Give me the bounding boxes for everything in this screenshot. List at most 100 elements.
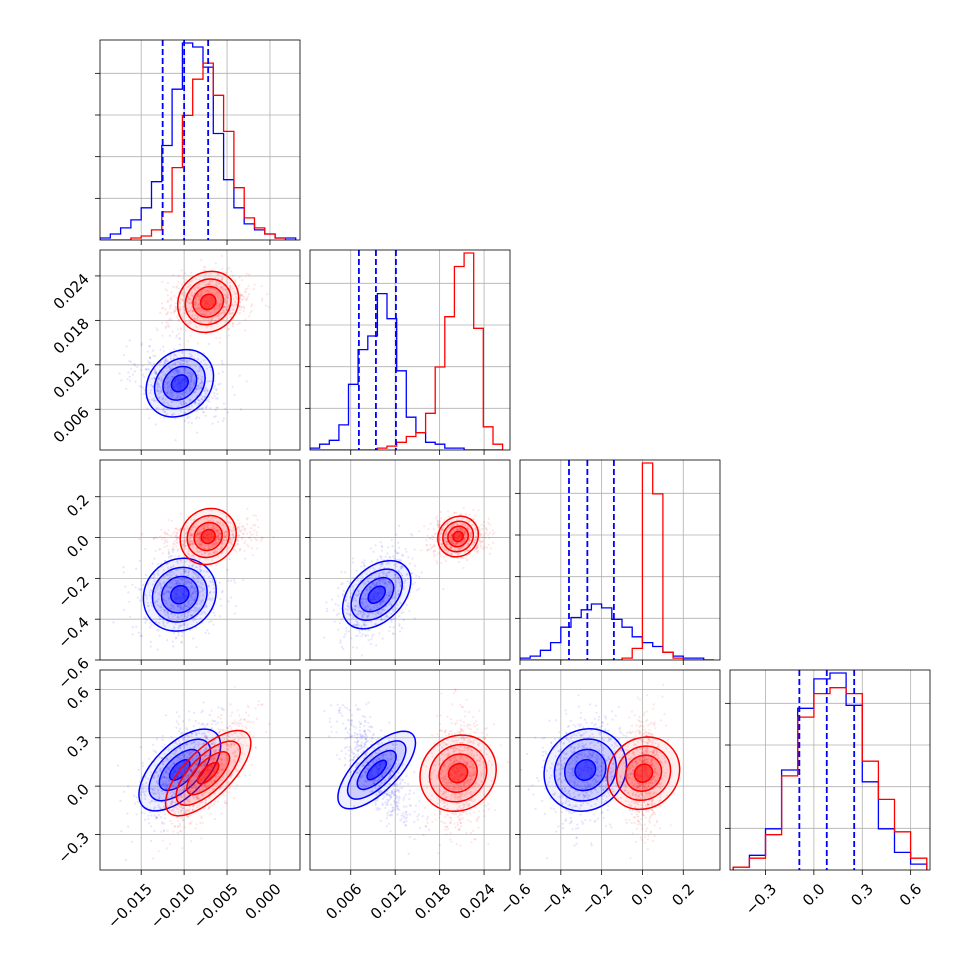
sample-point xyxy=(194,720,197,723)
sample-point xyxy=(450,538,453,541)
sample-point xyxy=(344,571,347,574)
sample-point xyxy=(168,365,171,368)
sample-point xyxy=(475,548,478,551)
sample-point xyxy=(238,522,241,525)
sample-point xyxy=(208,584,211,588)
sample-point xyxy=(144,794,147,797)
sample-point xyxy=(232,528,235,531)
sample-point xyxy=(161,409,165,412)
sample-point xyxy=(169,367,172,370)
sample-point xyxy=(226,268,229,271)
sample-point xyxy=(242,305,245,308)
sample-point xyxy=(382,572,385,576)
sample-point xyxy=(147,367,150,371)
sample-point xyxy=(218,538,221,541)
sample-point xyxy=(219,286,222,289)
sample-point xyxy=(362,611,365,614)
sample-point xyxy=(183,578,186,581)
sample-point xyxy=(193,317,196,320)
sample-point xyxy=(202,570,205,573)
sample-point xyxy=(196,532,200,536)
sample-point xyxy=(461,523,464,526)
sample-point xyxy=(155,382,158,386)
sample-point xyxy=(401,554,404,557)
sample-point xyxy=(158,796,161,799)
sample-point xyxy=(199,569,202,572)
sample-point xyxy=(207,594,210,597)
sample-point xyxy=(204,746,208,749)
sample-point xyxy=(397,578,400,581)
sample-point xyxy=(443,548,446,551)
sample-point xyxy=(183,570,186,574)
sample-point xyxy=(153,400,156,403)
sample-point xyxy=(178,554,181,558)
sample-point xyxy=(189,582,192,585)
sample-point xyxy=(195,314,198,317)
sample-point xyxy=(332,609,335,612)
sample-point xyxy=(148,822,151,825)
sample-point xyxy=(211,742,214,746)
sample-point xyxy=(237,519,240,522)
sample-point xyxy=(379,603,382,606)
sample-point xyxy=(463,531,466,534)
sample-point xyxy=(222,527,225,530)
sample-point xyxy=(183,736,186,739)
sample-point xyxy=(259,539,262,542)
sample-point xyxy=(388,603,391,606)
sample-point xyxy=(366,577,369,580)
sample-point xyxy=(172,545,175,548)
sample-point xyxy=(400,565,403,568)
sample-point xyxy=(201,280,204,284)
sample-point xyxy=(199,569,203,572)
sample-point xyxy=(168,597,171,600)
sample-point xyxy=(230,539,234,542)
sample-point xyxy=(365,598,368,601)
sample-point xyxy=(216,532,219,535)
sample-point xyxy=(174,439,177,442)
sample-point xyxy=(382,601,385,604)
sample-point xyxy=(445,548,448,551)
sample-point xyxy=(186,734,189,737)
sample-point xyxy=(217,535,220,538)
sample-point xyxy=(465,533,468,536)
sample-point xyxy=(459,528,462,531)
sample-point xyxy=(198,568,201,571)
sample-point xyxy=(397,558,400,561)
sample-point xyxy=(175,369,178,372)
sample-point xyxy=(442,546,445,549)
sample-point xyxy=(163,530,166,534)
sample-point xyxy=(192,592,195,595)
sample-point xyxy=(215,537,218,540)
sample-point xyxy=(129,379,132,382)
sample-point xyxy=(205,747,208,751)
panel-2-0: −0.6−0.4−0.20.00.2 xyxy=(54,459,301,693)
sample-point xyxy=(354,593,357,597)
sample-point xyxy=(444,536,447,539)
sample-point xyxy=(222,538,225,542)
sample-point xyxy=(237,540,240,543)
sample-point xyxy=(175,582,178,585)
sample-point xyxy=(225,533,228,536)
sample-point xyxy=(153,371,156,374)
sample-point xyxy=(213,288,216,292)
sample-point xyxy=(227,748,230,751)
sample-point xyxy=(261,299,264,302)
sample-point xyxy=(209,320,212,324)
sample-point xyxy=(153,814,156,817)
sample-point xyxy=(135,567,138,571)
sample-point xyxy=(158,769,162,772)
sample-point xyxy=(201,587,204,590)
sample-point xyxy=(337,595,340,598)
sample-point xyxy=(238,374,241,377)
sample-point xyxy=(188,718,191,722)
sample-point xyxy=(195,295,198,298)
sample-point xyxy=(248,293,251,296)
sample-point xyxy=(181,306,185,309)
sample-point xyxy=(222,288,225,292)
sample-point xyxy=(457,541,461,544)
sample-point xyxy=(389,582,392,585)
sample-point xyxy=(130,367,133,370)
sample-point xyxy=(397,576,400,579)
sample-point xyxy=(436,520,439,523)
sample-point xyxy=(150,839,153,843)
